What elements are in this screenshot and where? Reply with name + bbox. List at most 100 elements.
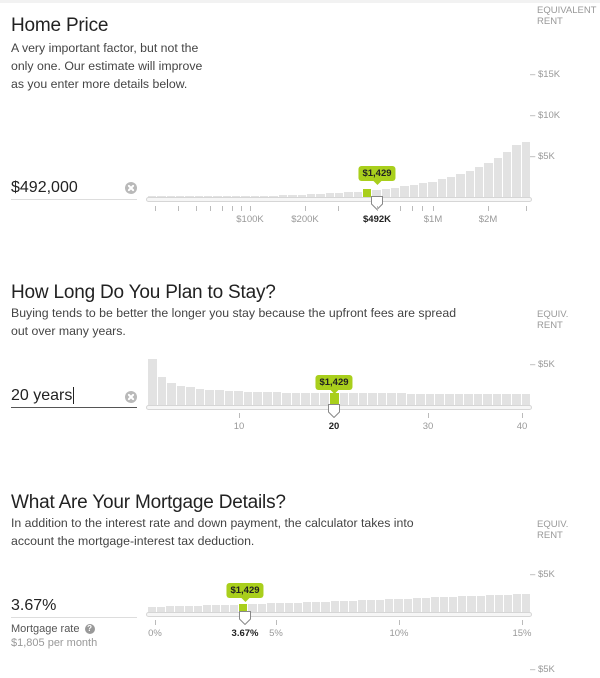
rent-tooltip: $1,429 <box>315 375 353 394</box>
bar <box>294 603 303 612</box>
y-tick: $5K <box>530 359 555 370</box>
home-price-input[interactable]: $492,000 <box>11 177 137 200</box>
bar <box>330 601 339 612</box>
bar <box>339 393 349 405</box>
bar <box>476 596 485 612</box>
x-tick <box>232 206 233 211</box>
stay-duration-input[interactable]: 20 years <box>11 385 137 408</box>
equivalent-rent-label: EQUIV. RENT <box>537 519 569 541</box>
x-tick <box>222 206 223 211</box>
clear-icon[interactable] <box>125 391 137 403</box>
bar <box>334 193 344 198</box>
slider-track[interactable] <box>146 612 532 617</box>
x-tick <box>196 206 197 211</box>
bar <box>367 600 376 612</box>
bar <box>447 177 456 198</box>
x-tick <box>305 206 306 211</box>
bar <box>456 174 465 198</box>
bar <box>186 387 195 405</box>
section-title: Home Price <box>11 15 109 36</box>
bar <box>166 606 175 612</box>
home-price-chart[interactable]: $1,429 $100K $200K $492K $1M $2M <box>146 100 532 230</box>
mortgage-rate-chart[interactable]: $1,429 0% 3.67% 5% 10% 15% <box>146 575 532 645</box>
bar <box>297 195 306 198</box>
x-tick <box>428 413 429 418</box>
x-tick <box>400 206 401 211</box>
clear-icon[interactable] <box>125 182 137 194</box>
rent-tooltip: $1,429 <box>358 166 396 185</box>
x-tick <box>522 620 523 625</box>
equivalent-rent-label: EQUIVALENT RENT <box>537 5 597 27</box>
top-divider <box>0 0 600 3</box>
bar <box>193 606 202 612</box>
bar <box>430 597 439 612</box>
x-tick <box>155 206 156 211</box>
bar <box>282 393 291 405</box>
bar <box>421 598 430 612</box>
bar <box>312 602 321 612</box>
selected-bar <box>362 189 372 198</box>
mortgage-rate-label: Mortgage rate ? <box>11 623 95 635</box>
bar <box>205 390 215 405</box>
bar <box>440 597 449 612</box>
bar <box>325 193 334 198</box>
mortgage-rate-input[interactable]: 3.67% <box>11 595 137 618</box>
bar <box>385 599 394 612</box>
monthly-payment: $1,805 per month <box>11 637 98 649</box>
x-label: 30 <box>422 421 434 432</box>
section-description: In addition to the interest rate and dow… <box>11 516 414 548</box>
bar <box>512 145 521 198</box>
bar <box>377 393 387 405</box>
rent-tooltip: $1,429 <box>226 583 264 602</box>
bar <box>195 389 205 405</box>
bar <box>449 597 458 612</box>
bar-chart <box>148 578 531 612</box>
stay-duration-chart[interactable]: $1,429 10 20 30 40 <box>146 350 532 440</box>
x-label: $2M <box>478 214 498 225</box>
bar <box>372 190 381 198</box>
bar <box>230 605 239 612</box>
bar <box>184 606 193 612</box>
help-icon[interactable]: ? <box>84 624 95 635</box>
x-tick <box>338 206 339 211</box>
slider-handle[interactable] <box>328 404 340 418</box>
x-tick <box>210 206 211 211</box>
x-tick <box>488 206 489 211</box>
bar <box>406 394 416 405</box>
stay-duration-section: How Long Do You Plan to Stay? Buying ten… <box>0 270 600 450</box>
bar <box>176 386 186 405</box>
x-label-current: 20 <box>328 421 340 432</box>
y-tick: $15K <box>530 69 560 80</box>
bar <box>418 183 428 198</box>
selected-bar <box>239 604 248 612</box>
bar <box>344 192 353 198</box>
bar <box>316 194 325 198</box>
bar <box>175 606 184 612</box>
x-label: 10% <box>389 628 409 639</box>
bar <box>387 393 397 405</box>
slider-track[interactable] <box>146 197 532 202</box>
slider-handle[interactable] <box>371 196 383 210</box>
bar <box>303 602 312 612</box>
bar <box>502 394 511 405</box>
bar <box>288 195 297 198</box>
x-tick <box>241 206 242 211</box>
bar <box>484 163 493 198</box>
x-tick <box>399 620 400 625</box>
bar <box>409 185 418 198</box>
x-tick <box>155 620 156 625</box>
bar <box>521 394 531 405</box>
bar <box>339 601 348 612</box>
slider-handle[interactable] <box>239 611 251 625</box>
bar <box>412 598 421 612</box>
bar <box>494 595 503 612</box>
bar <box>224 391 234 405</box>
bar <box>211 605 220 612</box>
bar <box>301 393 310 405</box>
bar <box>492 394 502 405</box>
section-description: A very important factor, but not the onl… <box>11 41 203 91</box>
y-tick: $5K <box>530 151 555 162</box>
bar <box>266 603 275 612</box>
bar <box>400 186 409 198</box>
y-tick: $5K <box>530 569 555 580</box>
